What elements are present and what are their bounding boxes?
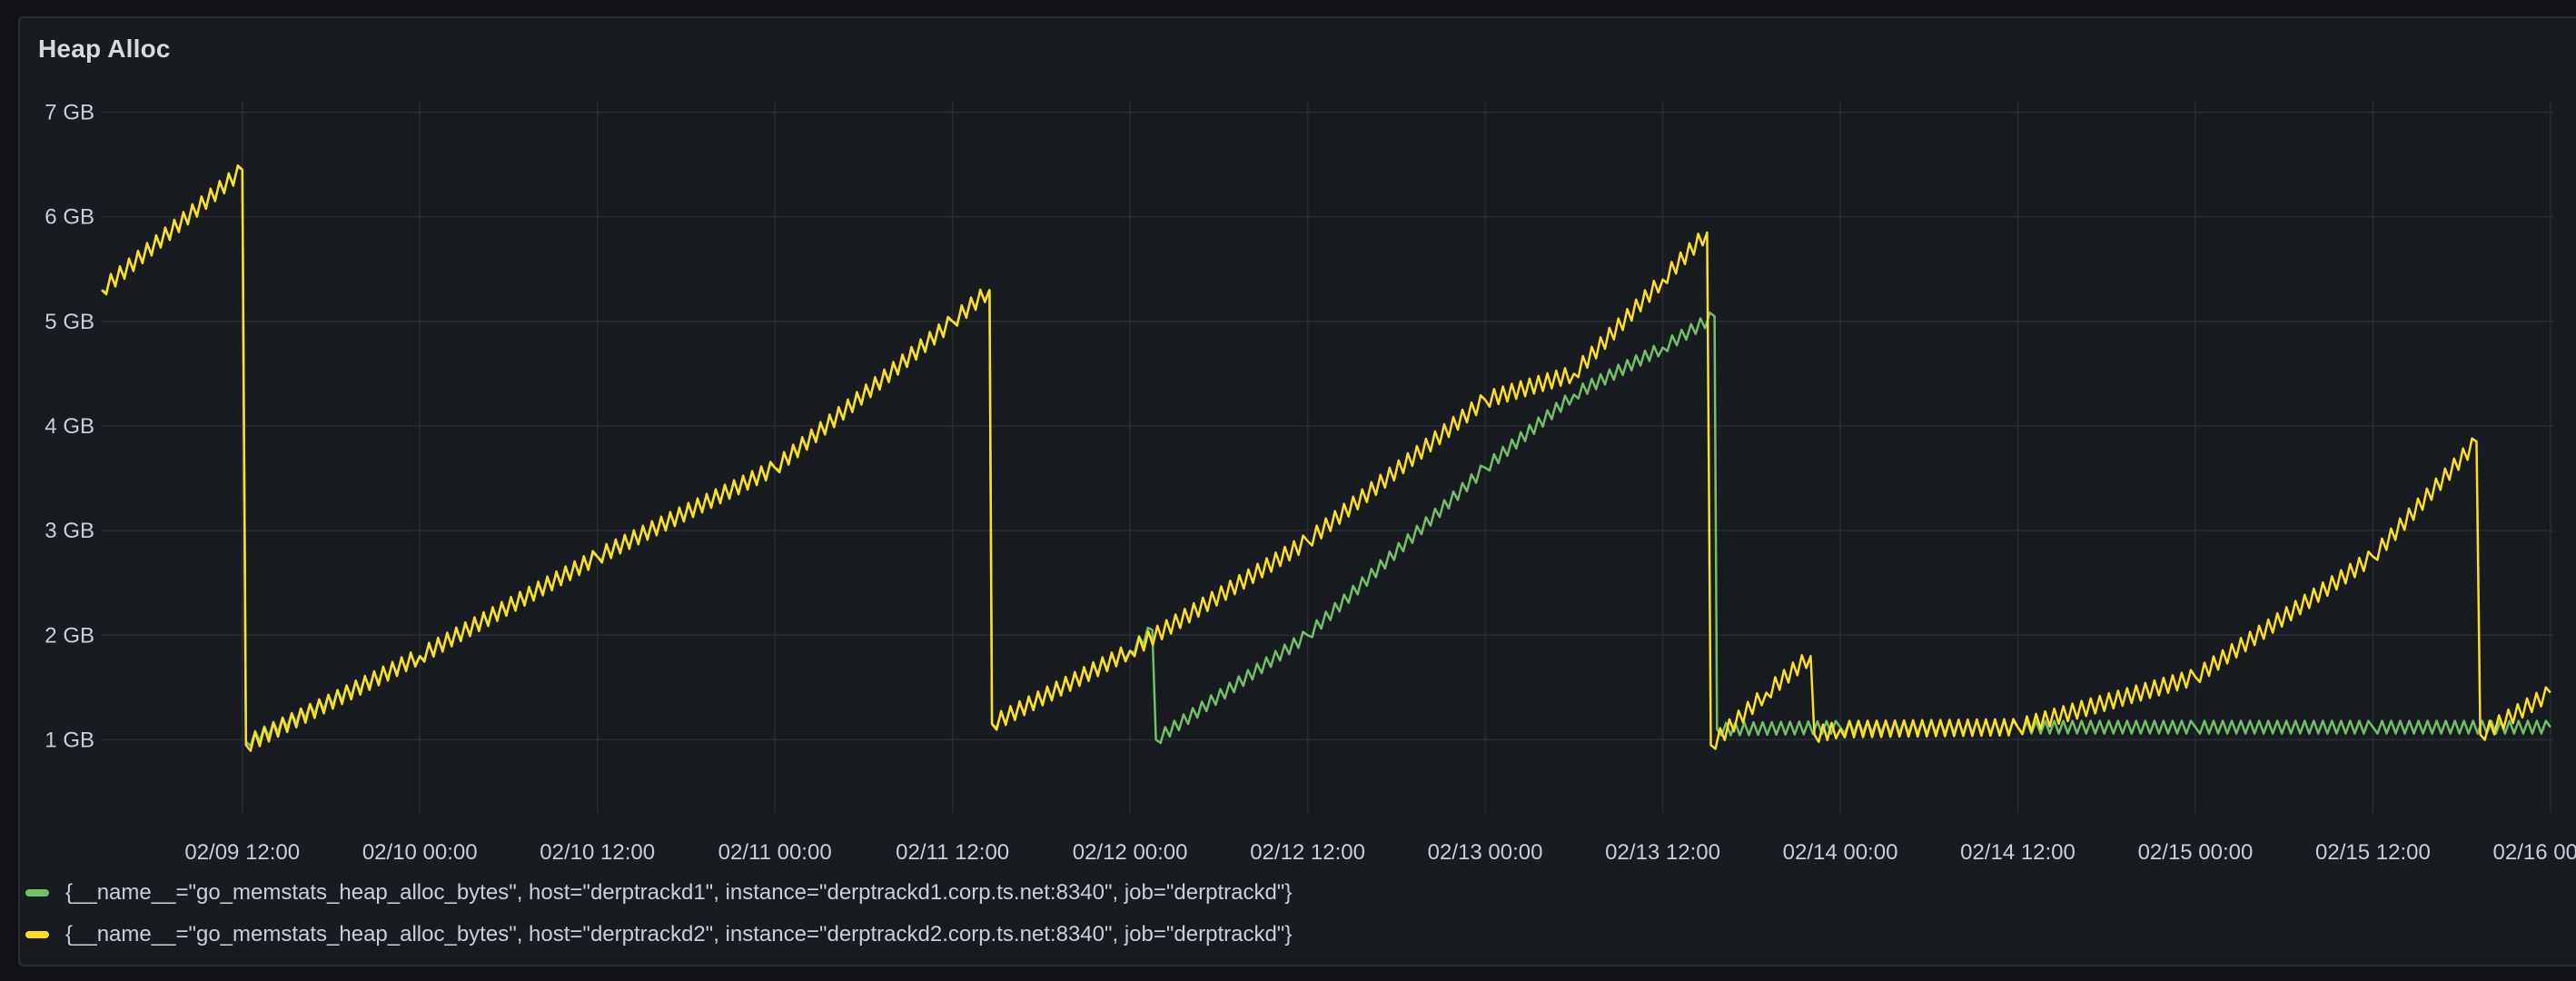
legend: {__name__="go_memstats_heap_alloc_bytes"…: [25, 872, 1292, 956]
x-tick-label: 02/14 12:00: [1960, 840, 2076, 865]
x-tick-label: 02/10 12:00: [540, 840, 655, 865]
y-tick-label: 6 GB: [45, 205, 94, 230]
x-axis: 02/09 12:00 02/10 00:00 02/10 12:00 02/11 0…: [184, 840, 2576, 865]
x-tick-label: 02/12 12:00: [1250, 840, 1365, 865]
legend-swatch-green: [25, 889, 49, 897]
panel-title[interactable]: Heap Alloc: [38, 35, 171, 63]
y-tick-label: 2 GB: [45, 623, 94, 648]
x-tick-label: 02/10 00:00: [362, 840, 478, 865]
y-tick-label: 5 GB: [45, 310, 94, 334]
x-tick-label: 02/11 00:00: [718, 840, 832, 865]
x-tick-label: 02/16 00:00: [2493, 840, 2576, 865]
x-tick-label: 02/13 12:00: [1605, 840, 1720, 865]
x-tick-label: 02/15 00:00: [2138, 840, 2254, 865]
series-layer: [101, 164, 2551, 752]
y-tick-label: 4 GB: [45, 414, 94, 439]
y-tick-label: 3 GB: [45, 519, 94, 543]
x-tick-label: 02/11 12:00: [896, 840, 1009, 865]
legend-item-derptrackd2[interactable]: {__name__="go_memstats_heap_alloc_bytes"…: [25, 914, 1292, 956]
x-tick-label: 02/14 00:00: [1783, 840, 1898, 865]
x-tick-label: 02/15 12:00: [2315, 840, 2431, 865]
legend-label: {__name__="go_memstats_heap_alloc_bytes"…: [65, 922, 1293, 946]
y-axis: 1 GB 2 GB 3 GB 4 GB 5 GB 6 GB 7 GB: [45, 101, 94, 753]
x-tick-label: 02/12 00:00: [1073, 840, 1188, 865]
series-line-1[interactable]: [101, 165, 2551, 748]
x-tick-label: 02/13 00:00: [1428, 840, 1543, 865]
legend-swatch-yellow: [25, 931, 49, 938]
legend-item-derptrackd1[interactable]: {__name__="go_memstats_heap_alloc_bytes"…: [25, 872, 1292, 914]
legend-label: {__name__="go_memstats_heap_alloc_bytes"…: [65, 880, 1293, 905]
chart-panel: Heap Alloc: [18, 16, 2576, 966]
series-line-2[interactable]: [101, 164, 2551, 752]
grid-lines: [102, 102, 2554, 813]
x-tick-label: 02/09 12:00: [184, 840, 300, 865]
y-tick-label: 7 GB: [45, 101, 94, 125]
y-tick-label: 1 GB: [45, 728, 94, 752]
